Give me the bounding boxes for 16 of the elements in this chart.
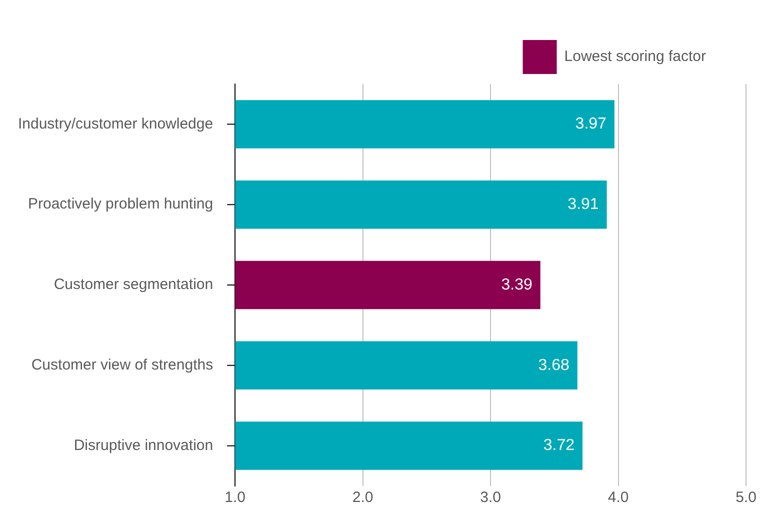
x-tick-label: 4.0: [608, 489, 629, 506]
data-label: 3.72: [543, 437, 575, 454]
data-label: 3.91: [568, 196, 599, 214]
x-tick-label: 1.0: [224, 489, 246, 506]
data-label: 3.39: [501, 276, 532, 294]
y-tick-label: Proactively problem hunting: [28, 196, 214, 213]
y-tick-label: Customer view of strengths: [31, 356, 214, 374]
legend-label: Lowest scoring factor: [564, 48, 706, 66]
data-label: 3.68: [538, 356, 570, 374]
x-tick-label: 2.0: [352, 489, 374, 506]
y-tick-label: Customer segmentation: [54, 276, 214, 294]
x-tick-label: 3.0: [480, 489, 501, 506]
x-tick-label: 5.0: [736, 489, 756, 506]
data-label: 3.97: [575, 116, 607, 133]
y-tick-label: Disruptive innovation: [74, 436, 214, 454]
y-tick-label: Industry/customer knowledge: [18, 115, 214, 132]
